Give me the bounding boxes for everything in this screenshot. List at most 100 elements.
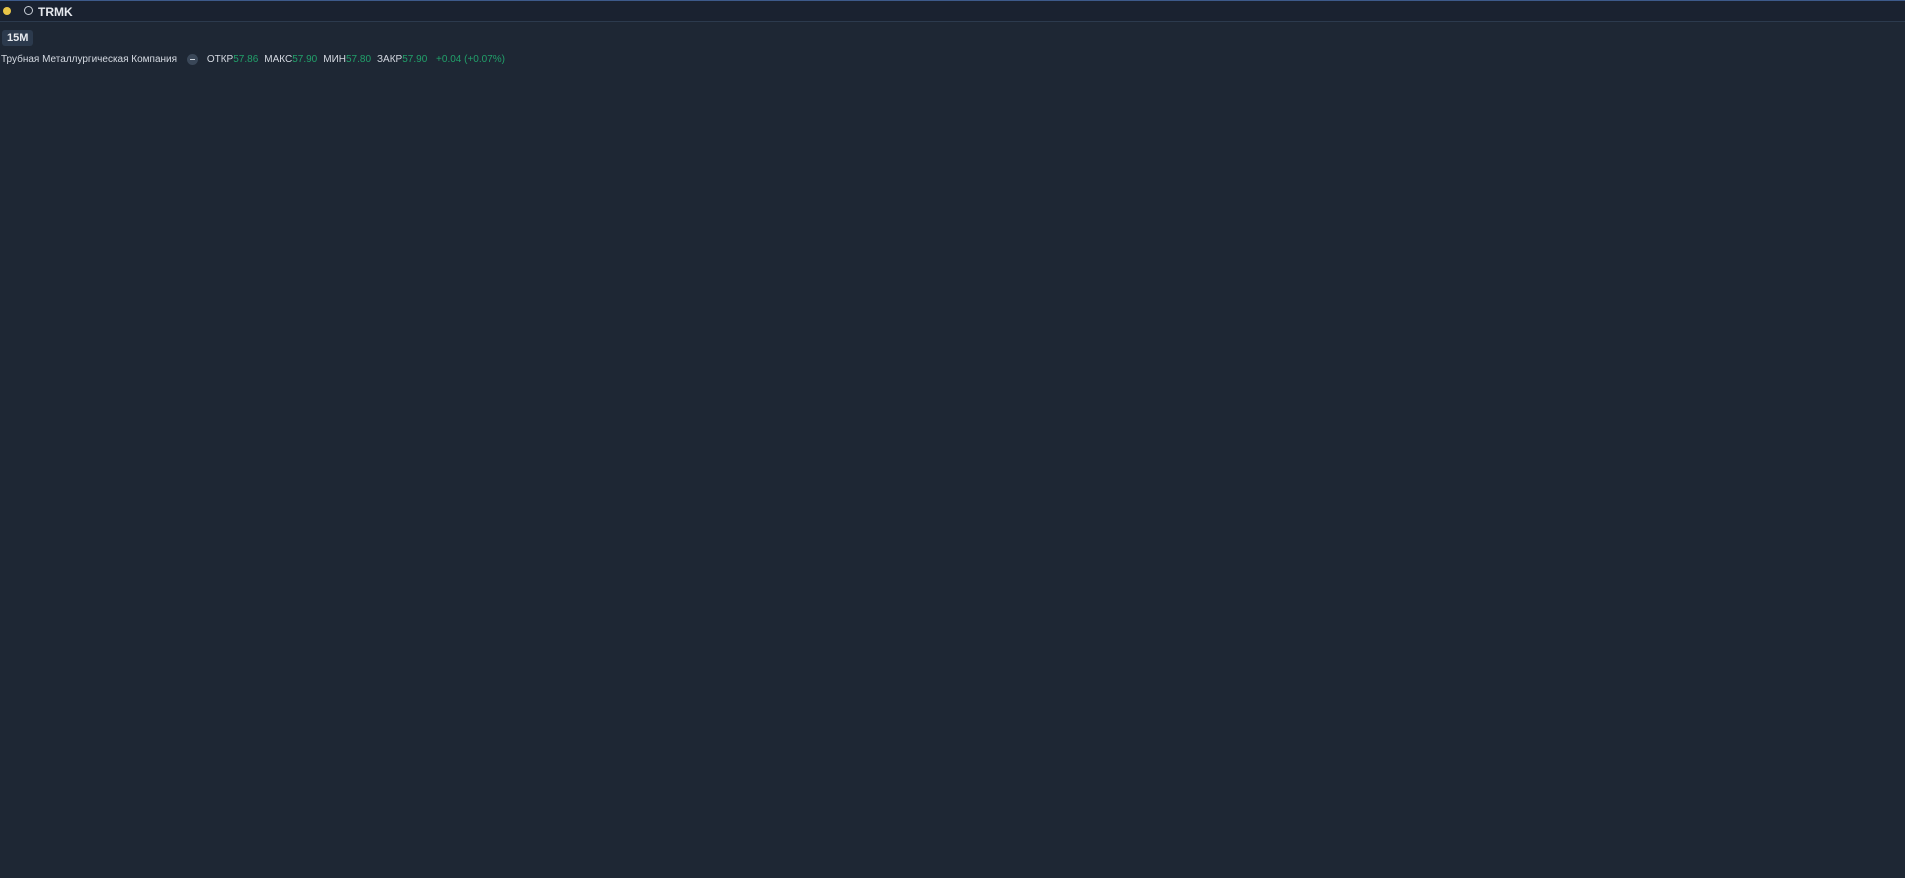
candle-body (202, 615, 214, 643)
y-tick-label: 59.60 (1875, 355, 1900, 366)
candle-body (1366, 174, 1378, 224)
candle-body (1584, 642, 1596, 652)
candle-body (813, 660, 825, 707)
x-tick-label: 18:00 (965, 859, 990, 870)
symbol[interactable]: TRMK (38, 5, 73, 19)
candle-body (1264, 187, 1276, 243)
candle-body (159, 624, 170, 643)
candle-body (406, 538, 417, 565)
candle-body (130, 557, 141, 598)
candle-body (726, 469, 738, 497)
candle-body (566, 560, 578, 616)
candle-body (464, 524, 476, 528)
candle-body (682, 455, 694, 552)
ohlc: ОТКР57.86 МАКС57.90 МИН57.80 ЗАКР57.90 (201, 54, 427, 65)
candle-body (362, 542, 374, 552)
y-tick-label: 60.80 (1875, 137, 1900, 148)
y-tick-label: 59.00 (1875, 464, 1900, 475)
candle-body (391, 560, 403, 565)
candle-body (1526, 524, 1538, 543)
candle-body (784, 642, 796, 661)
y-tick-label: 57.00 (1875, 828, 1900, 839)
candle-body (71, 578, 83, 587)
candle-body (493, 524, 505, 536)
candle-body (1104, 369, 1116, 397)
y-tick-label: 58.80 (1875, 501, 1900, 512)
ohlc-key: ЗАКР (377, 54, 403, 66)
signal-label: B (991, 318, 996, 325)
candle-body (275, 642, 287, 661)
candle-body (610, 597, 621, 625)
candle-body (1250, 142, 1261, 243)
x-tick-label: 2 (1644, 859, 1650, 870)
candle-body (1541, 542, 1552, 588)
collapse-button[interactable] (187, 54, 199, 65)
x-tick-label: 21:00 (577, 859, 602, 870)
candle-body (537, 578, 548, 679)
y-tick-label: 58.40 (1875, 573, 1900, 584)
candle-body (1293, 214, 1305, 252)
y-tick-label: 57.60 (1875, 719, 1900, 730)
candle-body (770, 578, 781, 643)
status-dot (3, 7, 11, 15)
candle-body (319, 527, 330, 539)
x-tick-label: 20:15 (137, 859, 162, 870)
timeframe[interactable]: 15M (2, 30, 34, 46)
candle-body (290, 515, 301, 643)
x-tick-label: 15:00 (879, 859, 904, 870)
x-tick-label: 09:00 (1203, 859, 1228, 870)
candle-body (755, 524, 767, 579)
candle-body (1614, 678, 1625, 725)
candle-body (944, 651, 956, 689)
candle-body (915, 660, 927, 674)
search-icon[interactable] (24, 6, 33, 15)
y-tick-label: 59.20 (1875, 428, 1900, 439)
candle-body (1032, 436, 1043, 443)
candle-body (1017, 433, 1029, 443)
candle-body (261, 597, 272, 661)
ohlc-value: 57.86 (233, 54, 259, 66)
y-tick-label: 59.40 (1875, 392, 1900, 403)
candle-body (653, 524, 665, 607)
y-tick-label: 57.80 (1875, 683, 1900, 694)
candle-body (57, 560, 68, 579)
candle-body (668, 524, 679, 552)
candle-body (1323, 196, 1334, 270)
candle-body (115, 557, 126, 616)
ohlc-key: ОТКР (206, 54, 234, 66)
y-tick-label: 61.20 (1875, 64, 1900, 75)
candle-body (901, 642, 912, 661)
candle-body (377, 551, 388, 561)
candle-body (712, 433, 723, 470)
x-tick-label: 09:00 (1720, 859, 1745, 870)
candle-body (1512, 433, 1523, 525)
ohlc-value: 57.90 (292, 54, 318, 66)
candle-body (304, 515, 316, 528)
candle-body (799, 660, 810, 707)
candle-body (1439, 360, 1450, 370)
y-tick-label: 60.60 (1875, 173, 1900, 184)
candle-body (42, 560, 54, 568)
candle-body (551, 560, 563, 679)
candle-body (973, 451, 985, 670)
candle-body (13, 564, 25, 572)
candle-body (173, 578, 185, 643)
signal-circle (1365, 161, 1379, 175)
x-tick-label: 18:00 (72, 859, 97, 870)
candle-body (595, 557, 607, 625)
candle-body (1454, 369, 1465, 416)
candle-body (624, 578, 636, 598)
candle-body (1133, 296, 1145, 388)
candle-body (741, 496, 752, 525)
candle-body (857, 633, 868, 667)
candle-body (872, 633, 883, 649)
candle-body (1381, 223, 1392, 243)
y-tick-label: 61.40 (1875, 28, 1900, 39)
x-tick-label: 18:00 (505, 859, 530, 870)
candle-body (348, 542, 359, 547)
last-price-box (1871, 662, 1905, 677)
candle-body (1424, 360, 1436, 397)
candle-body (144, 597, 156, 625)
